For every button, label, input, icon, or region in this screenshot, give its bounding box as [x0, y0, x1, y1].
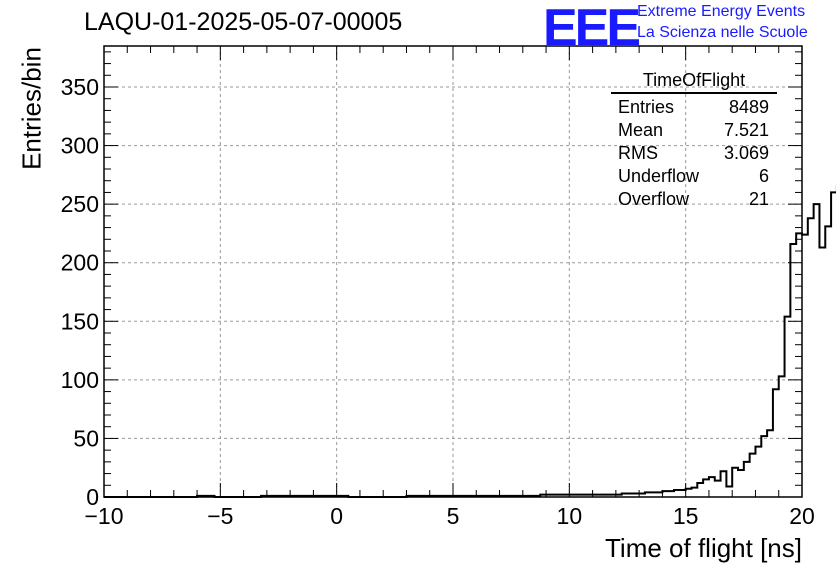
stats-title: TimeOfFlight: [611, 70, 777, 94]
stats-value: 6: [758, 166, 769, 186]
x-tick-label: 10: [557, 503, 583, 529]
y-axis-label: Entries/bin: [16, 47, 47, 170]
stats-label: Mean: [618, 120, 664, 140]
x-tick-label: 20: [789, 503, 815, 529]
y-tick-label: 300: [61, 133, 99, 159]
chart-title: LAQU-01-2025-05-07-00005: [84, 8, 403, 36]
stats-value: 7.521: [723, 120, 769, 140]
x-tick-label: 5: [447, 503, 460, 529]
stats-row-mean: Mean 7.521: [611, 119, 777, 142]
y-tick-label: 250: [61, 191, 99, 217]
logo-subtitle-2: La Scienza nelle Scuole: [637, 24, 808, 41]
stats-label: Underflow: [618, 166, 700, 186]
x-tick-label: 15: [673, 503, 699, 529]
stats-value: 8489: [728, 97, 769, 117]
stats-row-overflow: Overflow 21: [611, 188, 777, 211]
stats-label: Overflow: [618, 189, 690, 209]
axis-ticks: [103, 46, 803, 498]
stats-row-underflow: Underflow 6: [611, 165, 777, 188]
x-tick-label: −10: [84, 503, 123, 529]
stats-box: TimeOfFlight Entries 8489 Mean 7.521 RMS…: [611, 70, 777, 211]
x-tick-label: −5: [207, 503, 233, 529]
stats-label: Entries: [618, 97, 675, 117]
grid-lines: [104, 46, 802, 497]
y-tick-label: 100: [61, 367, 99, 393]
y-tick-label: 200: [61, 250, 99, 276]
x-tick-label: 0: [330, 503, 343, 529]
y-tick-label: 50: [73, 425, 99, 451]
stats-row-rms: RMS 3.069: [611, 142, 777, 165]
stats-value: 3.069: [723, 143, 769, 163]
x-axis-label: Time of flight [ns]: [605, 533, 802, 563]
stats-row-entries: Entries 8489: [611, 96, 777, 119]
stats-value: 21: [748, 189, 769, 209]
y-tick-label: 150: [61, 308, 99, 334]
y-tick-label: 0: [86, 484, 99, 510]
eee-logo: EEE: [543, 0, 641, 57]
logo-subtitle-1: Extreme Energy Events: [637, 3, 806, 20]
stats-label: RMS: [618, 143, 658, 163]
y-tick-label: 350: [61, 74, 99, 100]
